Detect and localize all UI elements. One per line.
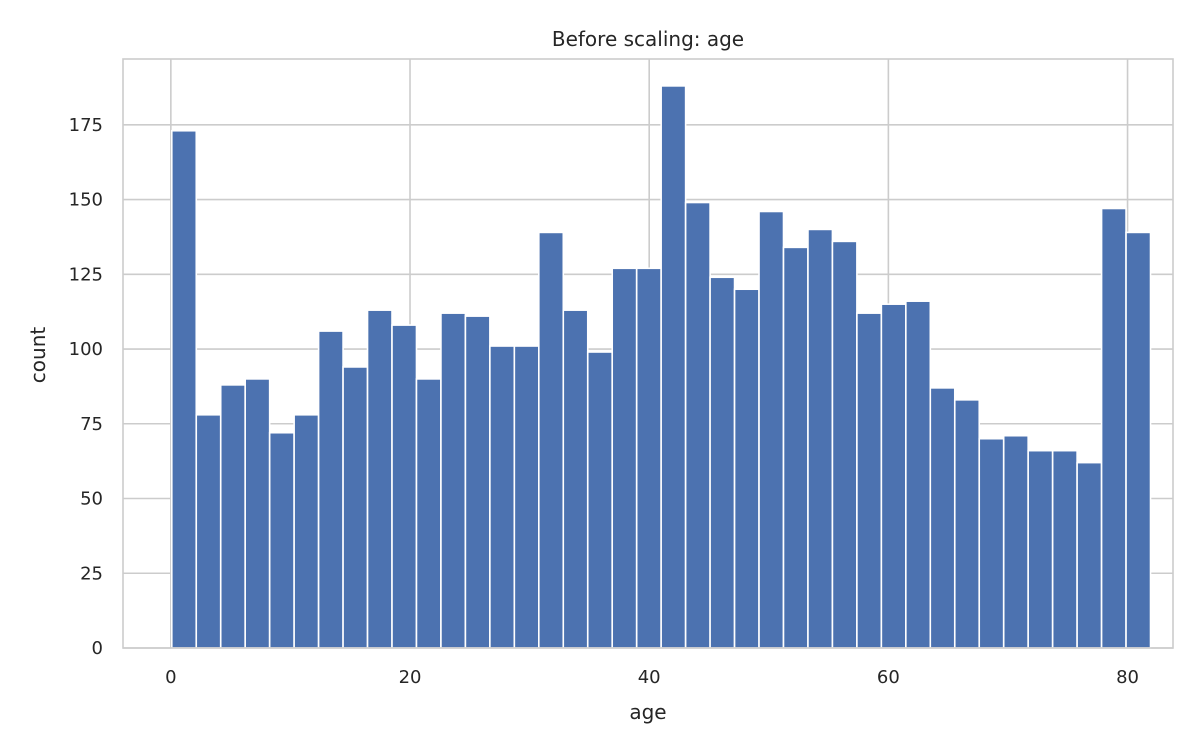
- y-tick-label: 125: [69, 264, 103, 285]
- histogram-bar: [464, 315, 491, 649]
- histogram-bar: [513, 345, 540, 649]
- histogram-bar: [635, 267, 662, 649]
- histogram-bar: [611, 267, 638, 649]
- x-tick-label: 40: [638, 667, 661, 688]
- histogram-bar: [1002, 434, 1029, 649]
- histogram-bar: [538, 231, 565, 649]
- x-tick-label: 0: [165, 667, 176, 688]
- x-tick-label: 80: [1116, 667, 1139, 688]
- histogram-bar: [709, 276, 736, 649]
- x-tick-label: 20: [399, 667, 422, 688]
- histogram-bar: [342, 366, 369, 649]
- histogram-bar: [905, 300, 932, 649]
- histogram-bar: [170, 129, 198, 649]
- histogram-bar: [953, 399, 981, 649]
- histogram-bar: [195, 413, 222, 649]
- histogram-bar: [660, 85, 687, 649]
- histogram-bar: [391, 324, 418, 649]
- histogram-bar: [758, 210, 785, 649]
- histogram-bar: [562, 309, 589, 649]
- histogram-bar: [831, 240, 858, 649]
- histogram-bar: [1051, 449, 1078, 649]
- histogram-bar: [489, 345, 516, 649]
- y-tick-label: 175: [69, 115, 103, 136]
- x-axis-title: age: [629, 700, 666, 724]
- y-tick-label: 150: [69, 190, 103, 211]
- histogram-bar: [366, 309, 393, 649]
- y-axis-title: count: [26, 327, 50, 384]
- histogram-bars: [170, 85, 1152, 649]
- histogram-bar: [733, 288, 760, 649]
- x-tick-label: 60: [877, 667, 900, 688]
- y-tick-label: 75: [80, 414, 103, 435]
- histogram-bar: [978, 437, 1005, 649]
- histogram-bar: [317, 330, 344, 649]
- y-tick-label: 50: [80, 489, 103, 510]
- histogram-bar: [807, 228, 834, 649]
- histogram-bar: [244, 378, 271, 649]
- plot-frame: [122, 58, 1174, 649]
- histogram-bar: [1027, 449, 1054, 649]
- histogram-bar: [856, 312, 883, 649]
- y-tick-label: 25: [80, 563, 103, 584]
- y-tick-label: 100: [69, 339, 103, 360]
- y-tick-labels: 0 25 50 75 100 125 150 175: [69, 115, 103, 659]
- histogram-bar: [268, 431, 295, 649]
- x-tick-labels: 0 20 40 60 80: [165, 667, 1139, 688]
- histogram-bar: [684, 201, 711, 649]
- histogram-bar: [782, 246, 809, 649]
- histogram-bar: [293, 413, 320, 649]
- histogram-bar: [880, 303, 907, 649]
- y-tick-label: 0: [92, 638, 103, 659]
- histogram-bar: [929, 387, 956, 649]
- histogram-bar: [219, 384, 246, 649]
- histogram-bar: [1076, 461, 1103, 649]
- histogram-bar: [415, 378, 442, 649]
- chart-title: Before scaling: age: [552, 27, 744, 51]
- histogram-bar: [440, 312, 467, 649]
- histogram-bar: [1125, 231, 1152, 649]
- histogram-bar: [586, 351, 614, 649]
- histogram-bar: [1100, 207, 1127, 649]
